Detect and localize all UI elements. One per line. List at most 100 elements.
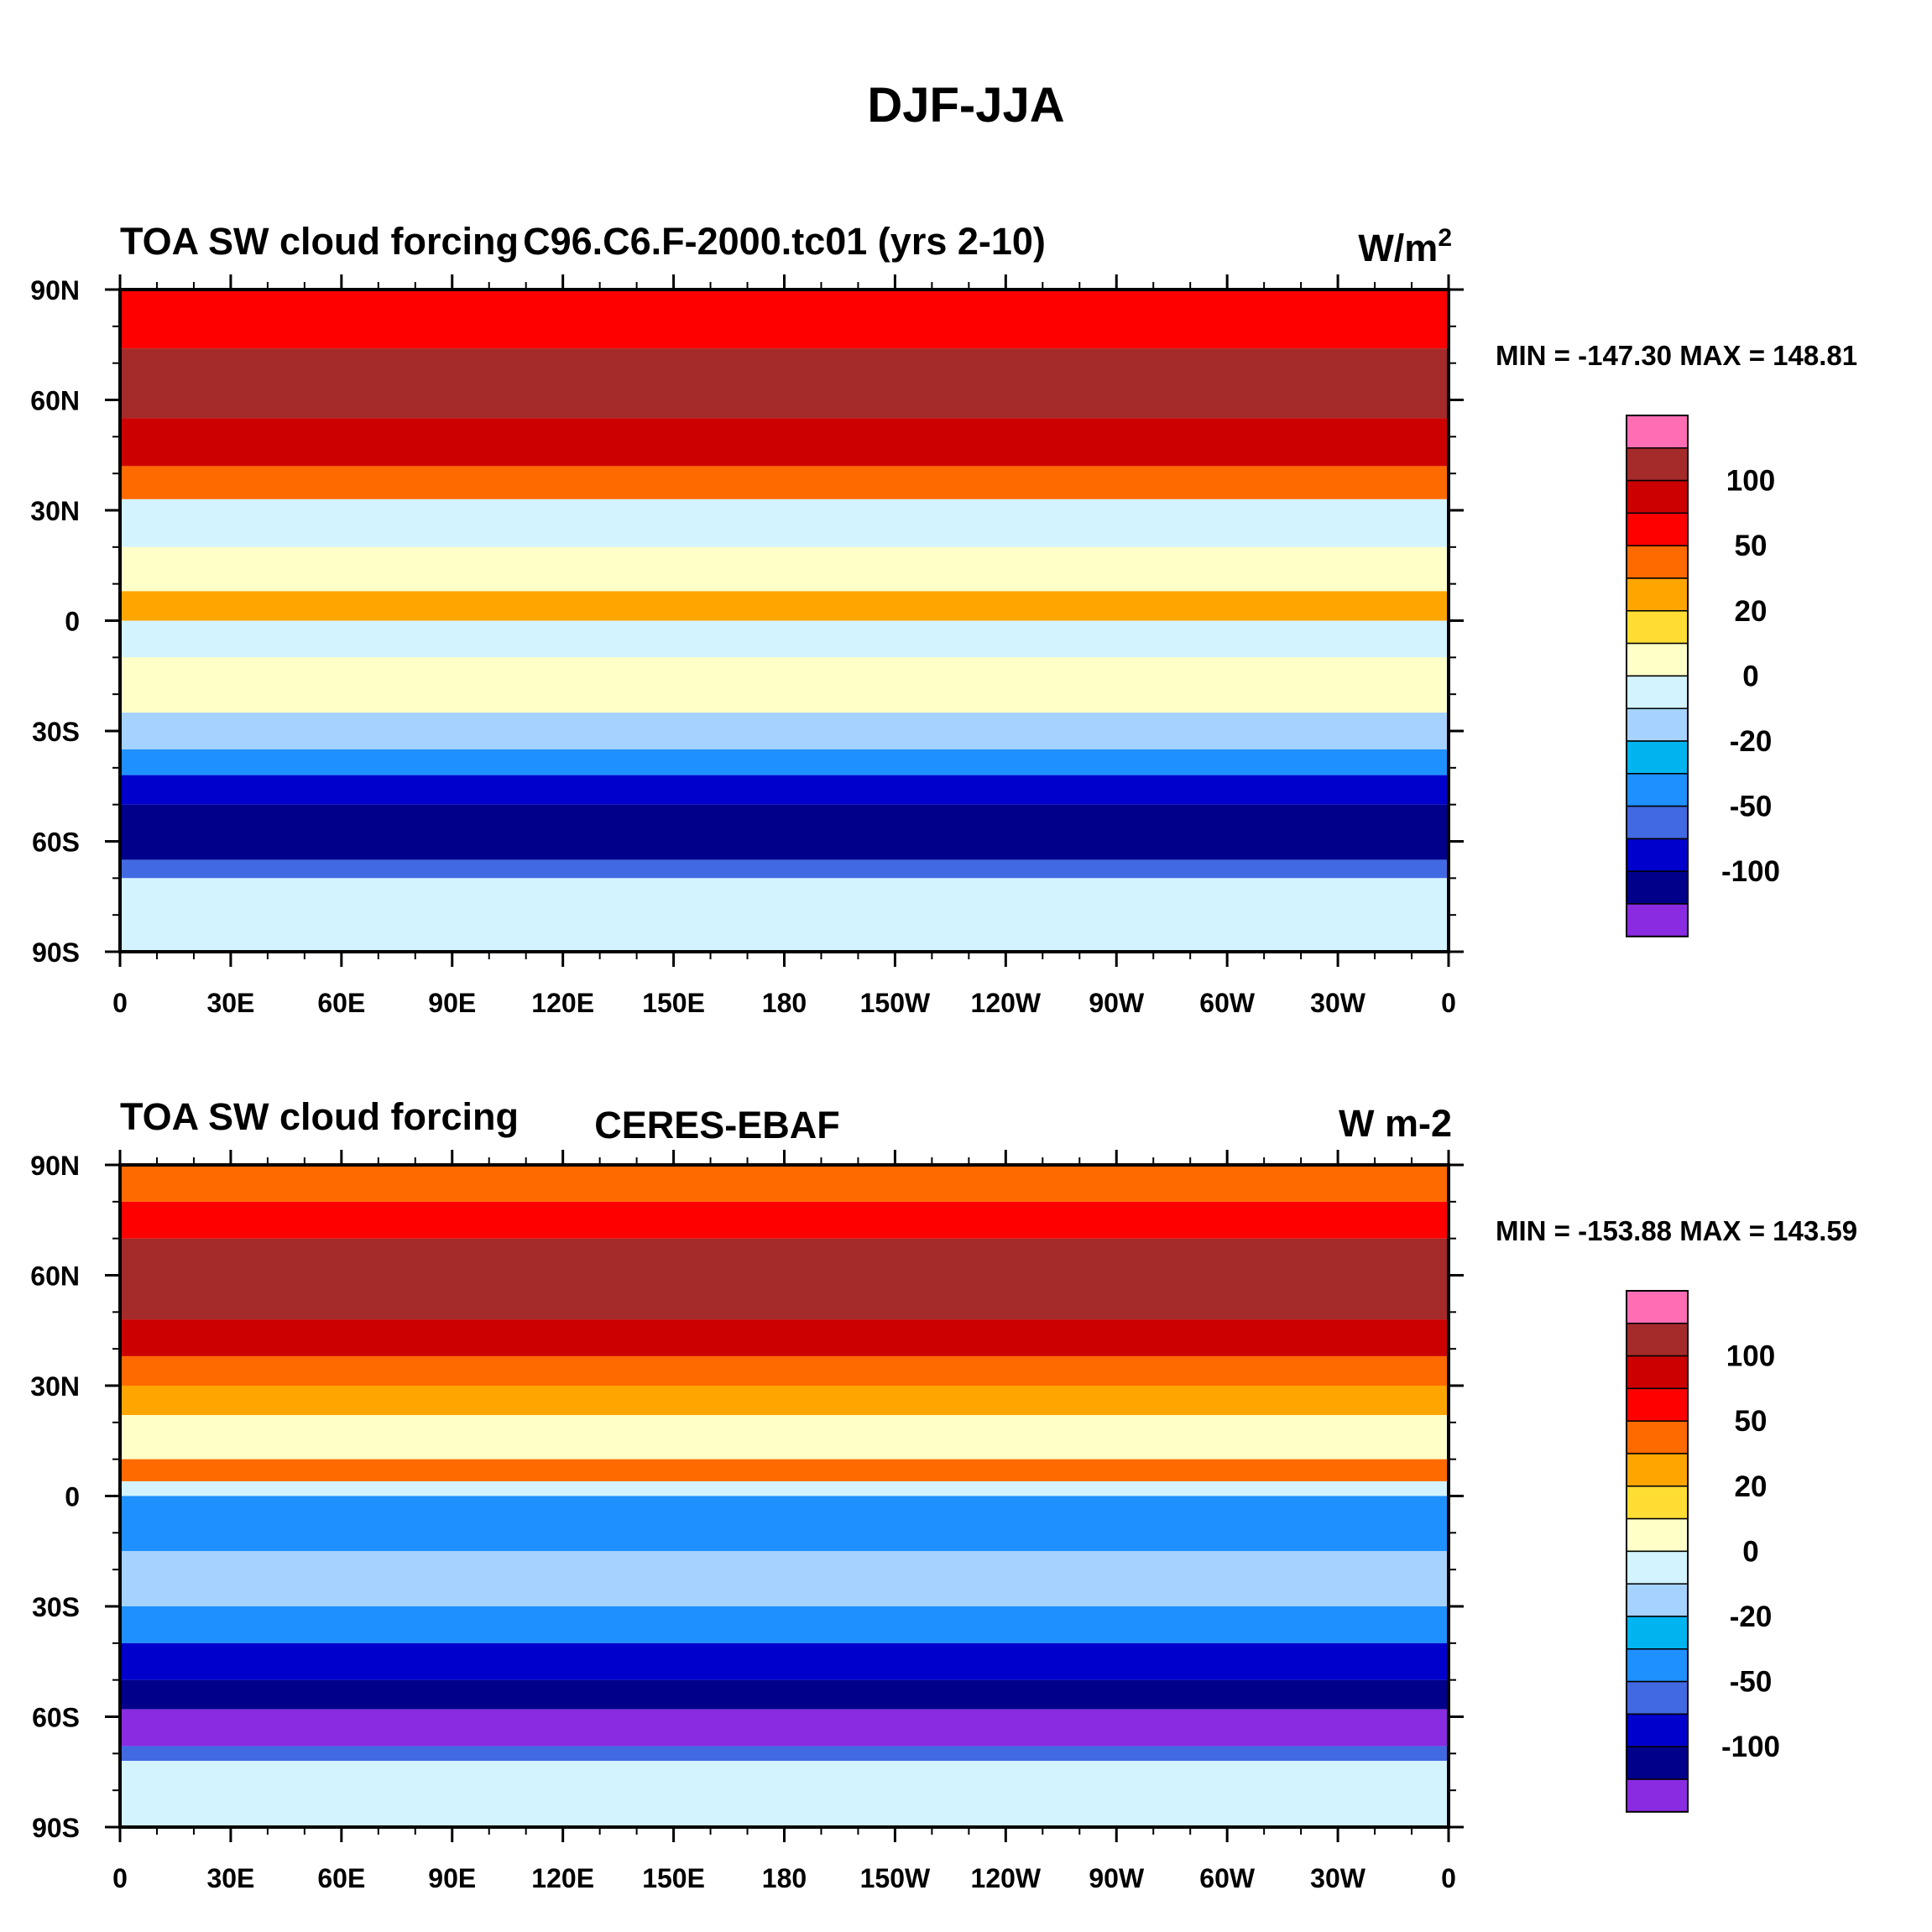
zonal-band-3: [120, 1238, 1449, 1320]
x-tick-label: 0: [1441, 988, 1456, 1018]
colorbar-swatch: [1626, 1680, 1689, 1715]
colorbar-label: -50: [1730, 1666, 1773, 1699]
x-tick-label: 120W: [971, 1863, 1042, 1893]
zonal-band-15: [120, 1709, 1449, 1747]
zonal-band-5: [120, 1355, 1449, 1386]
y-tick-label: 90N: [30, 1151, 80, 1181]
colorbar-swatch: [1626, 1778, 1689, 1813]
colorbar-swatch: [1626, 479, 1689, 514]
x-tick-label: 30E: [206, 988, 254, 1018]
colorbar: 100 50 20 0 -20 -50 -100: [1626, 415, 1780, 937]
x-tick-label: 150E: [642, 1863, 705, 1893]
colorbar-swatch: [1626, 903, 1689, 937]
x-tick-label: 60E: [317, 1863, 365, 1893]
x-tick-label: 150W: [860, 988, 931, 1018]
panel-title-left: TOA SW cloud forcing: [120, 220, 519, 263]
zonal-band-8: [120, 1459, 1449, 1481]
colorbar-swatch: [1626, 1648, 1689, 1683]
colorbar-swatch: [1626, 675, 1689, 709]
zonal-band-10: [120, 713, 1449, 749]
colorbar: 100 50 20 0 -20 -50 -100: [1626, 1290, 1780, 1813]
panel-title-center: C96.C6.F-2000.tc01 (yrs 2-10): [523, 220, 1046, 263]
colorbar-label: 100: [1726, 1340, 1775, 1373]
zonal-band-10: [120, 1496, 1449, 1552]
x-tick-label: 30W: [1310, 1863, 1366, 1893]
colorbar-swatch: [1626, 1550, 1689, 1585]
colorbar-swatch: [1626, 1616, 1689, 1650]
x-tick-label: 120W: [971, 988, 1042, 1018]
colorbar-swatch: [1626, 838, 1689, 872]
colorbar-swatch: [1626, 1746, 1689, 1780]
x-tick-label: 90E: [428, 1863, 476, 1893]
zonal-band-8: [120, 620, 1449, 658]
colorbar-frame: [1626, 415, 1689, 937]
colorbar-swatch: [1626, 1355, 1689, 1390]
y-tick-label: 30N: [30, 1371, 80, 1402]
zonal-band-7: [120, 1415, 1449, 1459]
x-tick-label: 180: [762, 988, 807, 1018]
zonal-band-9: [120, 1480, 1449, 1496]
colorbar-swatch: [1626, 805, 1689, 840]
colorbar-label: -20: [1730, 725, 1773, 758]
zonal-band-16: [120, 1746, 1449, 1762]
colorbar-swatch: [1626, 1517, 1689, 1553]
colorbar-swatch: [1626, 1453, 1689, 1487]
x-tick-label: 150W: [860, 1863, 931, 1893]
x-tick-label: 90W: [1089, 988, 1145, 1018]
y-tick-label: 0: [65, 1482, 80, 1512]
colorbar-swatch: [1626, 740, 1689, 775]
colorbar-swatch: [1626, 1323, 1689, 1357]
min-max-stats: MIN = -153.88 MAX = 143.59: [1496, 1215, 1857, 1246]
colorbar-swatch: [1626, 1387, 1689, 1422]
x-tick-label: 30E: [206, 1863, 254, 1893]
colorbar-label: -100: [1721, 1731, 1780, 1763]
zonal-band-15: [120, 878, 1449, 952]
panel-title-center: CERES-EBAF: [594, 1104, 840, 1146]
colorbar-label: 50: [1735, 530, 1768, 562]
x-tick-label: 0: [112, 1863, 128, 1893]
panel-title-left: TOA SW cloud forcing: [120, 1095, 519, 1138]
colorbar-label: 20: [1735, 1470, 1768, 1503]
x-tick-label: 90E: [428, 988, 476, 1018]
zonal-band-1: [120, 290, 1449, 349]
x-tick-label: 150E: [642, 988, 705, 1018]
colorbar-swatch: [1626, 577, 1689, 612]
zonal-band-4: [120, 1319, 1449, 1356]
colorbar-swatch: [1626, 708, 1689, 742]
colorbar-frame: [1626, 1290, 1689, 1813]
y-tick-label: 90S: [32, 1813, 80, 1843]
zonal-band-2: [120, 348, 1449, 419]
colorbar-label: -50: [1730, 791, 1773, 823]
x-tick-label: 120E: [531, 1863, 594, 1893]
colorbar-swatch: [1626, 512, 1689, 546]
figure-title: DJF-JJA: [867, 78, 1064, 133]
x-tick-label: 60W: [1199, 1863, 1256, 1893]
colorbar-swatch: [1626, 447, 1689, 482]
zonal-band-9: [120, 657, 1449, 713]
colorbar-swatch: [1626, 642, 1689, 677]
zonal-band-5: [120, 499, 1449, 547]
x-tick-label: 60E: [317, 988, 365, 1018]
colorbar-swatch: [1626, 870, 1689, 905]
colorbar-swatch: [1626, 545, 1689, 579]
y-tick-label: 90N: [30, 275, 80, 305]
zonal-band-11: [120, 1551, 1449, 1606]
y-tick-label: 90S: [32, 937, 80, 968]
y-tick-label: 60N: [30, 1261, 80, 1292]
zonal-band-6: [120, 546, 1449, 592]
panel-units: W/m2: [1358, 224, 1452, 269]
panel-units: W m-2: [1339, 1102, 1452, 1145]
zonal-band-17: [120, 1761, 1449, 1827]
x-tick-label: 90W: [1089, 1863, 1145, 1893]
map-panel-2: 0 30E 60E 90E 120E 150E 180 150W 120W 90W 60W 30W 0 9…: [30, 1095, 1857, 1893]
colorbar-label: 0: [1742, 660, 1758, 692]
x-tick-label: 120E: [531, 988, 594, 1018]
zonal-band-1: [120, 1165, 1449, 1202]
colorbar-swatch: [1626, 1420, 1689, 1454]
panels: 0 30E 60E 90E 120E 150E 180 150W 120W 90W 60W 30W 0 9…: [30, 220, 1857, 1893]
y-tick-label: 60S: [32, 828, 80, 858]
zonal-band-11: [120, 749, 1449, 775]
colorbar-swatch: [1626, 1713, 1689, 1747]
x-tick-label: 180: [762, 1863, 807, 1893]
